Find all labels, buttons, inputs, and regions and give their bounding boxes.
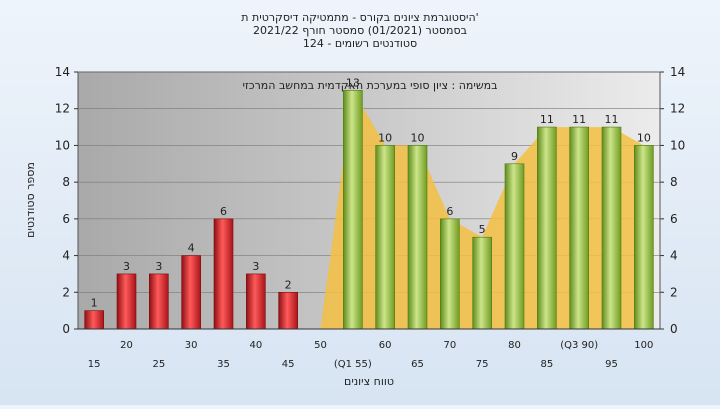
bar [213, 218, 234, 330]
bar-value-label: 13 [346, 76, 360, 89]
y-tick-label-left: 10 [55, 138, 70, 152]
bar [472, 236, 492, 330]
bar [84, 310, 104, 330]
chart-title-line-2: בסמסטר (01/2021) סמסטר חורף 2021/22 [253, 24, 467, 37]
inner-title: במשימה : ציון סופי במערכת האקדמית במחשב … [243, 79, 498, 92]
x-tick-label: 85 [540, 359, 553, 370]
y-tick-label-left: 12 [55, 102, 70, 116]
bar [181, 255, 201, 330]
x-tick-label: 25 [152, 359, 165, 370]
bar [407, 145, 428, 330]
x-tick-label: 75 [476, 359, 489, 370]
y-tick-label-left: 2 [62, 285, 70, 299]
y-tick-label-right: 8 [670, 175, 678, 189]
bar-value-label: 10 [411, 131, 425, 144]
bar-value-label: 5 [479, 223, 486, 236]
bar-value-label: 1 [91, 297, 98, 310]
bar [116, 273, 137, 330]
y-tick-label-right: 2 [670, 285, 678, 299]
bar [149, 273, 169, 330]
x-tick-label: 30 [185, 340, 198, 351]
bar [504, 163, 525, 330]
x-tick-label: 70 [443, 340, 456, 351]
bar-value-label: 11 [605, 113, 619, 126]
x-axis-label: טווח ציונים [344, 375, 394, 388]
bar [343, 90, 363, 330]
bar [569, 126, 589, 330]
y-tick-label-right: 6 [670, 212, 678, 226]
y-tick-label-right: 0 [670, 322, 678, 336]
bar-value-label: 6 [220, 205, 227, 218]
x-tick-label: 40 [249, 340, 262, 351]
bar-value-label: 3 [123, 260, 130, 273]
bar-value-label: 6 [446, 205, 453, 218]
y-tick-label-left: 8 [62, 175, 70, 189]
bar-value-label: 3 [252, 260, 259, 273]
bar-value-label: 4 [188, 242, 195, 255]
y-axis-label: מספר סטודנטים [24, 162, 37, 238]
bar-value-label: 9 [511, 150, 518, 163]
bar-value-label: 11 [572, 113, 586, 126]
trend-area-shape [320, 90, 644, 329]
bar [440, 218, 460, 330]
y-tick-label-left: 4 [62, 249, 70, 263]
bar [634, 145, 654, 330]
bar [246, 273, 266, 330]
bar-value-label: 10 [637, 131, 651, 144]
y-tick-label-right: 14 [670, 65, 685, 79]
y-tick-label-left: 0 [62, 322, 70, 336]
x-tick-label: 60 [379, 340, 392, 351]
bar [278, 291, 298, 330]
x-tick-label: (Q3 90) [560, 340, 598, 351]
x-tick-label: 100 [634, 340, 653, 351]
x-tick-label: 45 [282, 359, 295, 370]
x-tick-label: 50 [314, 340, 327, 351]
bar [601, 126, 622, 330]
chart-title-line-3: סטודנטים רשומים - 124 [303, 37, 417, 50]
chart-title-line-1: היסטוגרמת ציונים בקורס - מתמטיקה דיסקרטי… [241, 11, 478, 24]
y-tick-label-left: 6 [62, 212, 70, 226]
y-tick-label-right: 10 [670, 138, 685, 152]
x-tick-label: 15 [88, 359, 101, 370]
y-tick-label-left: 14 [55, 65, 70, 79]
bar-value-label: 2 [285, 278, 292, 291]
x-tick-label: 95 [605, 359, 618, 370]
trend-area [320, 90, 644, 329]
bar [375, 145, 395, 330]
bar-value-label: 3 [155, 260, 162, 273]
bar-value-label: 10 [378, 131, 392, 144]
y-tick-label-right: 4 [670, 249, 678, 263]
bar-value-label: 11 [540, 113, 554, 126]
x-tick-label: (Q1 55) [334, 359, 372, 370]
x-tick-label: 35 [217, 359, 230, 370]
x-tick-label: 20 [120, 340, 133, 351]
x-tick-label: 65 [411, 359, 424, 370]
x-tick-label: 80 [508, 340, 521, 351]
y-tick-label-right: 12 [670, 102, 685, 116]
bar [537, 126, 557, 330]
